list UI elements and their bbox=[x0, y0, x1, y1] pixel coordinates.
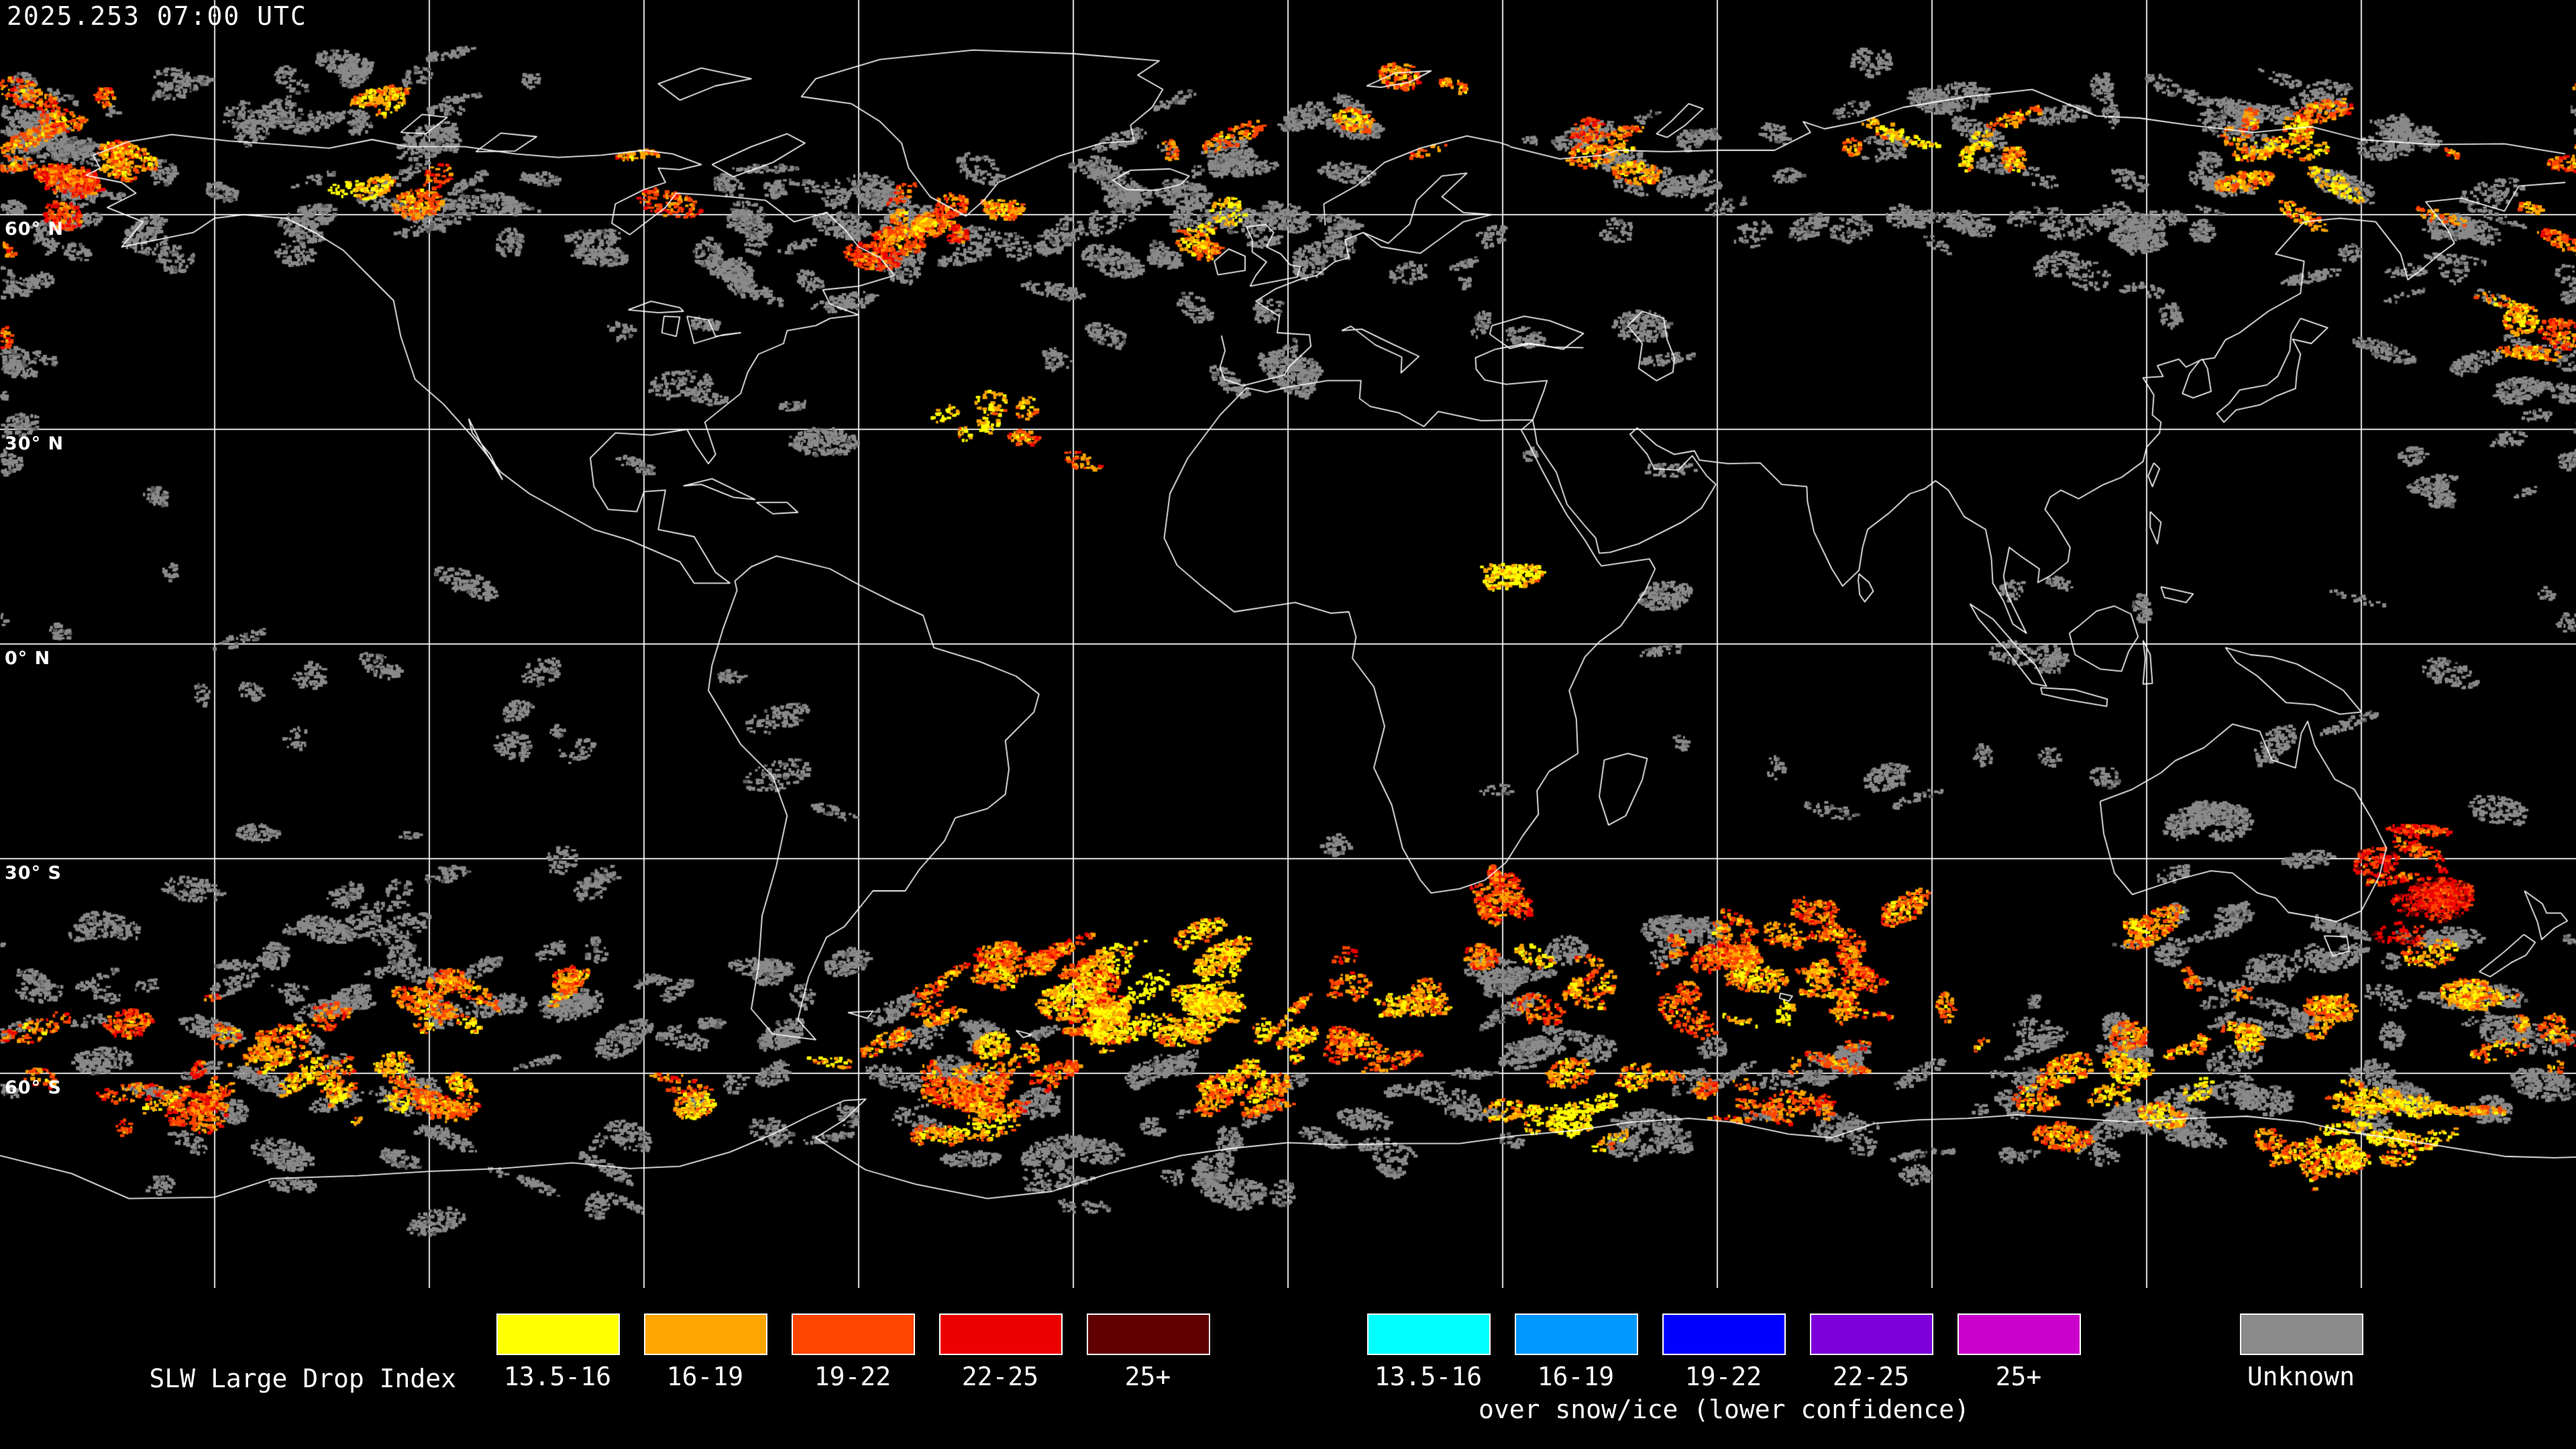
legend-snowice-caption: over snow/ice (lower confidence) bbox=[1478, 1395, 1970, 1424]
legend-main-swatch-3 bbox=[939, 1313, 1063, 1355]
legend-main-label-3: 22-25 bbox=[961, 1362, 1039, 1391]
legend-snowice-label-4: 25+ bbox=[1995, 1362, 2042, 1391]
timestamp-label: 2025.253 07:00 UTC bbox=[7, 1, 307, 31]
legend-snowice-swatch-2 bbox=[1662, 1313, 1786, 1355]
legend-snowice-swatch-0 bbox=[1367, 1313, 1491, 1355]
legend-title: SLW Large Drop Index bbox=[149, 1364, 456, 1393]
legend-snowice-swatch-1 bbox=[1515, 1313, 1638, 1355]
legend-main-label-1: 16-19 bbox=[666, 1362, 744, 1391]
legend-snowice-label-0: 13.5-16 bbox=[1374, 1362, 1483, 1391]
legend-main-swatch-4 bbox=[1087, 1313, 1210, 1355]
legend-snowice-label-3: 22-25 bbox=[1832, 1362, 1910, 1391]
legend-snowice-swatch-3 bbox=[1810, 1313, 1933, 1355]
legend-main-label-0: 13.5-16 bbox=[503, 1362, 612, 1391]
legend-unknown-label: Unknown bbox=[2247, 1362, 2355, 1391]
legend-main-swatch-0 bbox=[496, 1313, 620, 1355]
lat-label-60S: 60° S bbox=[5, 1077, 62, 1098]
legend-unknown-swatch bbox=[2240, 1313, 2363, 1355]
legend-snowice-swatch-4 bbox=[1957, 1313, 2081, 1355]
lat-label-30N: 30° N bbox=[5, 433, 64, 454]
lat-label-60N: 60° N bbox=[5, 219, 64, 239]
legend-snowice-label-2: 19-22 bbox=[1684, 1362, 1762, 1391]
legend-main-label-2: 19-22 bbox=[814, 1362, 892, 1391]
legend-main-label-4: 25+ bbox=[1124, 1362, 1171, 1391]
legend-main-swatch-1 bbox=[644, 1313, 767, 1355]
legend-snowice-label-1: 16-19 bbox=[1537, 1362, 1615, 1391]
legend-main-swatch-2 bbox=[792, 1313, 915, 1355]
world-map-canvas bbox=[0, 0, 2576, 1288]
lat-label-0N: 0° N bbox=[5, 648, 51, 669]
lat-label-30S: 30° S bbox=[5, 863, 62, 883]
